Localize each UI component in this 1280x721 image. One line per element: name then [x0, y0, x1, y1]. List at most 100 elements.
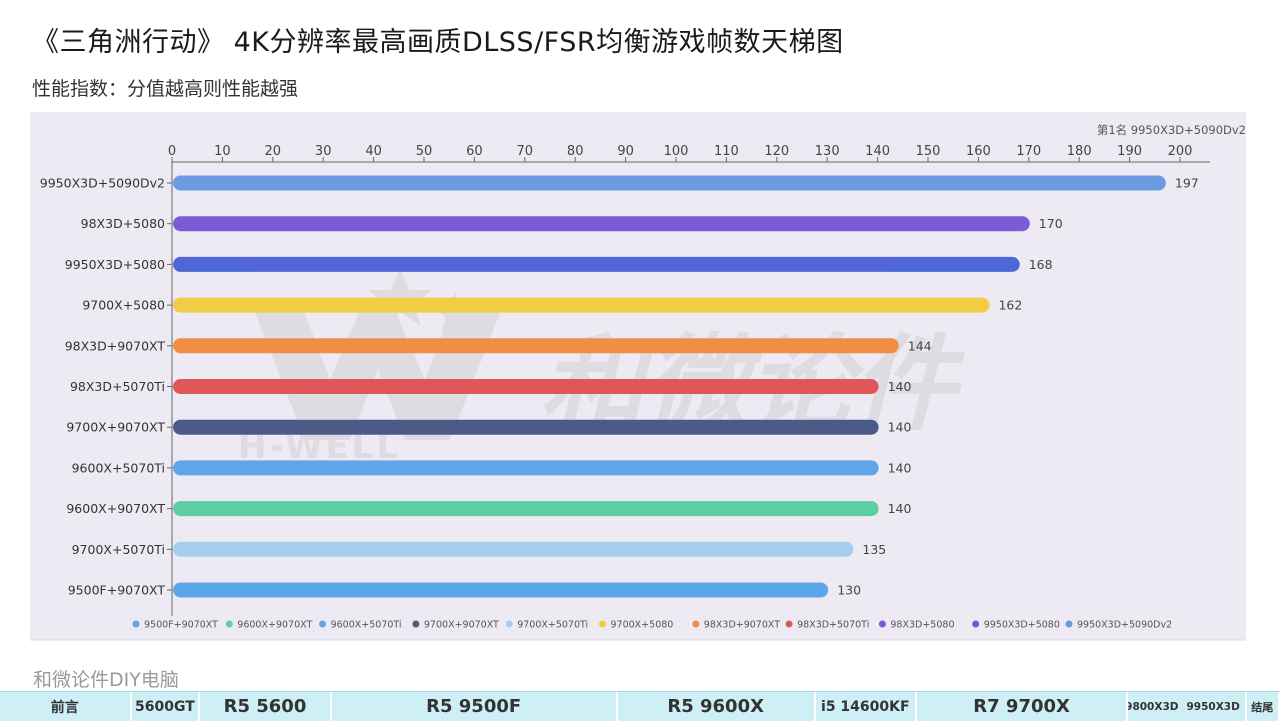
nav-item-label: i5 14600KF	[821, 698, 910, 715]
nav-item[interactable]: 结尾	[1247, 692, 1280, 721]
x-tick-label: 140	[865, 144, 890, 159]
legend-label[interactable]: 9600X+5070Ti	[331, 620, 402, 631]
bar	[173, 460, 879, 476]
legend-marker	[692, 620, 700, 628]
x-tick-label: 110	[714, 144, 739, 159]
bar-value-label: 162	[998, 298, 1022, 313]
legend-marker	[1065, 620, 1073, 628]
legend-label[interactable]: 9950X3D+5090Dv2	[1077, 620, 1172, 631]
nav-item[interactable]: R5 5600	[200, 692, 332, 721]
x-tick-label: 80	[567, 144, 584, 159]
bar-value-label: 197	[1175, 176, 1199, 191]
nav-item-label: 5600GT	[134, 698, 195, 715]
x-tick-label: 10	[214, 144, 231, 159]
nav-item-label: R7 9700X	[973, 696, 1070, 717]
legend-label[interactable]: 98X3D+5080	[890, 620, 954, 631]
legend-label[interactable]: 9950X3D+5080	[984, 620, 1060, 631]
nav-item-label: 结尾	[1251, 700, 1274, 714]
y-tick-label: 9950X3D+5080	[65, 257, 165, 272]
nav-item[interactable]: 5600GT	[132, 692, 201, 721]
x-tick-label: 200	[1168, 144, 1193, 159]
nav-item-label: 9950X3D	[1186, 700, 1240, 713]
nav-item[interactable]: 9800X3D 9950X3D	[1128, 692, 1247, 721]
y-tick-label: 9950X3D+5090Dv2	[40, 176, 165, 191]
x-tick-label: 160	[966, 144, 991, 159]
bar	[173, 419, 879, 435]
bar	[173, 338, 899, 354]
y-tick-label: 9500F+9070XT	[68, 583, 166, 598]
y-tick-label: 9700X+5080	[82, 298, 165, 313]
x-tick-label: 120	[764, 144, 789, 159]
bar	[173, 297, 990, 313]
nav-item-label: R5 9600X	[667, 696, 764, 717]
bars: 9950X3D+5090Dv2 197 98X3D+5080 170 9950X3D+5…	[40, 175, 1199, 598]
legend-marker	[132, 620, 140, 628]
footer-brand: 和微论件DIY电脑	[33, 669, 179, 691]
legend: 9500F+9070XT 9600X+9070XT 9600X+5070Ti 9700…	[30, 620, 1246, 641]
nav-item-label: 9800X3D	[1128, 700, 1179, 713]
x-tick-label: 170	[1016, 144, 1041, 159]
nav-item[interactable]: i5 14600KF	[816, 692, 917, 721]
x-tick-label: 0	[168, 144, 176, 159]
bar	[173, 256, 1020, 272]
bar	[173, 379, 879, 394]
legend-label[interactable]: 98X3D+9070XT	[704, 620, 780, 631]
x-tick-label: 40	[365, 144, 382, 159]
x-tick-label: 60	[466, 144, 483, 159]
nav-item-label: R5 5600	[223, 696, 307, 717]
nav-item-label: 前言	[50, 699, 79, 716]
x-tick-label: 90	[617, 144, 634, 159]
x-tick-label: 180	[1067, 144, 1092, 159]
nav-item[interactable]: R5 9600X	[618, 692, 816, 721]
legend-marker	[972, 620, 980, 628]
bar-value-label: 140	[888, 460, 912, 475]
legend-label[interactable]: 98X3D+5070Ti	[797, 620, 869, 631]
bar-value-label: 130	[837, 583, 861, 598]
chart-subtitle: 性能指数：分值越高则性能越强	[32, 78, 299, 100]
nav-item[interactable]: R7 9700X	[917, 692, 1129, 721]
x-tick-label: 30	[315, 144, 332, 159]
y-tick-label: 98X3D+5070Ti	[70, 379, 165, 394]
rank-note: 第1名 9950X3D+5090Dv2	[1096, 123, 1246, 137]
bar	[173, 501, 879, 517]
bar	[173, 582, 829, 598]
bar	[173, 541, 854, 557]
legend-label[interactable]: 9700X+5080	[611, 620, 674, 631]
legend-marker	[505, 620, 513, 628]
y-tick-label: 98X3D+9070XT	[65, 338, 166, 353]
chart-title: 《三角洲行动》 4K分辨率最高画质DLSS/FSR均衡游戏帧数天梯图	[32, 27, 844, 58]
x-tick-label: 150	[916, 144, 941, 159]
x-tick-label: 100	[664, 144, 689, 159]
legend-marker	[878, 620, 886, 628]
x-tick-label: 130	[815, 144, 840, 159]
y-tick-label: 9700X+5070Ti	[72, 542, 165, 557]
y-tick-label: 9600X+9070XT	[66, 501, 165, 516]
nav-item[interactable]: 前言	[0, 692, 132, 721]
x-tick-label: 50	[416, 144, 433, 159]
chapter-nav-bar: 前言 5600GT R5 5600 R5 9500F R5 9600X i5 14600K…	[0, 691, 1280, 721]
x-tick-label: 70	[517, 144, 534, 159]
x-axis: 0 10 20 30 40 50 60 70 80 90 100 110 120 130 140 150 160…	[168, 144, 1210, 616]
bar-value-label: 144	[908, 338, 932, 353]
watermark-w-icon	[250, 300, 505, 440]
bar-value-label: 140	[888, 420, 912, 435]
legend-label[interactable]: 9500F+9070XT	[144, 620, 218, 631]
x-tick-label: 20	[265, 144, 282, 159]
nav-item[interactable]: R5 9500F	[332, 692, 618, 721]
bar-value-label: 170	[1039, 216, 1063, 231]
legend-label[interactable]: 9600X+9070XT	[237, 620, 312, 631]
legend-marker	[785, 620, 793, 628]
legend-label[interactable]: 9700X+5070Ti	[517, 620, 588, 631]
nav-item-label: R5 9500F	[426, 696, 522, 717]
bar-value-label: 168	[1029, 257, 1053, 272]
bar-value-label: 140	[888, 379, 912, 394]
legend-label[interactable]: 9700X+9070XT	[424, 620, 499, 631]
y-tick-label: 98X3D+5080	[81, 216, 165, 231]
legend-marker	[599, 620, 606, 628]
bar-value-label: 135	[862, 542, 886, 557]
bar-chart: 和微论件 H-WELL 0 10 20 30 40 50 60 70 80 90 100 110 120…	[30, 144, 1246, 641]
legend-marker	[225, 620, 233, 628]
legend-marker	[412, 620, 420, 628]
y-tick-label: 9600X+5070Ti	[72, 460, 165, 475]
legend-marker	[319, 620, 327, 628]
